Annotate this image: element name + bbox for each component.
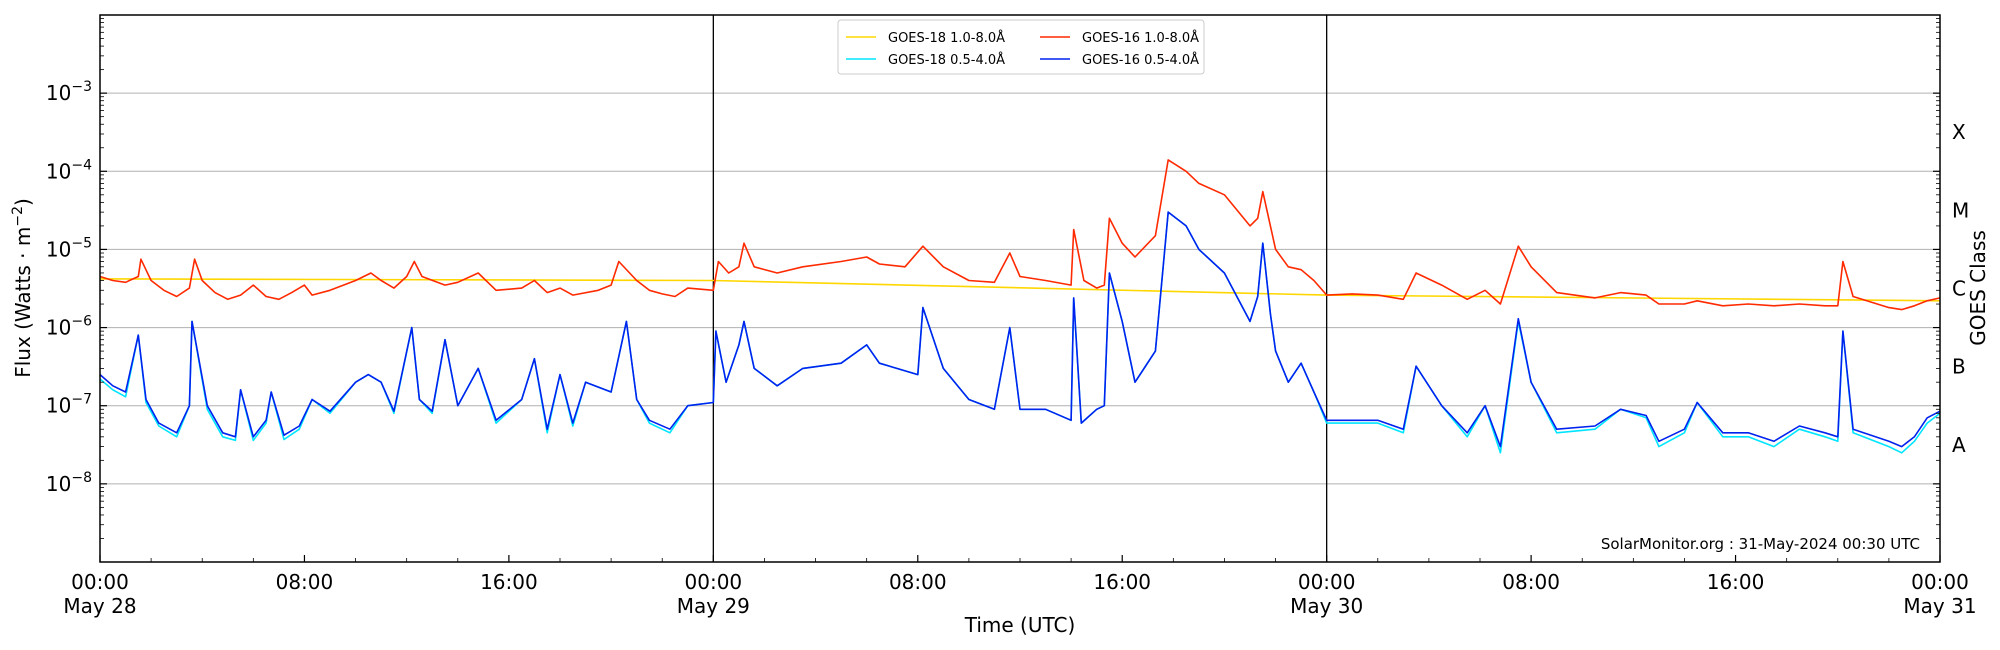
- y-tick-label: 10−6: [46, 314, 92, 340]
- y-axis: 10−8 10−7 10−6 10−5 10−4 10−3: [46, 18, 1940, 539]
- goes-class-axis: A B C M X: [1952, 120, 1969, 457]
- goes-class-label: C: [1952, 277, 1966, 301]
- goes-class-label: B: [1952, 355, 1966, 379]
- series-layer: [99, 159, 1941, 454]
- x-tick-time-label: 00:00: [1298, 570, 1356, 594]
- x-tick-date-label: May 28: [63, 594, 136, 618]
- legend-label: GOES-16 1.0-8.0Å: [1082, 30, 1199, 46]
- legend-label: GOES-16 0.5-4.0Å: [1082, 52, 1199, 68]
- goes-class-axis-title: GOES Class: [1966, 230, 1990, 346]
- x-tick-date-label: May 30: [1290, 594, 1363, 618]
- x-tick-time-label: 16:00: [1707, 570, 1765, 594]
- x-tick-time-label: 08:00: [889, 570, 947, 594]
- x-tick-time-label: 00:00: [685, 570, 743, 594]
- goes-class-label: A: [1952, 433, 1966, 457]
- y-tick-label: 10−7: [46, 392, 92, 418]
- series-line-3: [99, 211, 1941, 448]
- x-tick-date-label: May 29: [677, 594, 750, 618]
- credit-text: SolarMonitor.org : 31-May-2024 00:30 UTC: [1601, 535, 1920, 553]
- x-tick-time-label: 08:00: [276, 570, 334, 594]
- series-line-1: [99, 211, 1941, 454]
- y-tick-label: 10−4: [46, 157, 92, 183]
- y-tick-label: 10−5: [46, 235, 92, 261]
- x-tick-time-label: 08:00: [1502, 570, 1560, 594]
- x-tick-time-label: 16:00: [1093, 570, 1151, 594]
- x-tick-time-label: 00:00: [71, 570, 129, 594]
- x-axis-title: Time (UTC): [964, 613, 1076, 637]
- series-line-0: [99, 278, 1941, 302]
- x-tick-date-label: May 31: [1903, 594, 1976, 618]
- x-tick-time-label: 00:00: [1911, 570, 1969, 594]
- goes-class-label: X: [1952, 120, 1966, 144]
- y-tick-label: 10−3: [46, 79, 92, 105]
- legend-box: [837, 19, 1205, 75]
- gridlines: [100, 92, 1940, 485]
- y-axis-title: Flux (Watts · m−2): [10, 198, 35, 378]
- legend-label: GOES-18 1.0-8.0Å: [888, 30, 1005, 46]
- legend-label: GOES-18 0.5-4.0Å: [888, 52, 1005, 68]
- y-tick-label: 10−8: [46, 470, 92, 496]
- legend: GOES-18 1.0-8.0Å GOES-18 0.5-4.0Å GOES-16 …: [837, 19, 1205, 75]
- series-line-2: [99, 159, 1941, 311]
- x-tick-time-label: 16:00: [480, 570, 538, 594]
- goes-class-label: M: [1952, 198, 1969, 222]
